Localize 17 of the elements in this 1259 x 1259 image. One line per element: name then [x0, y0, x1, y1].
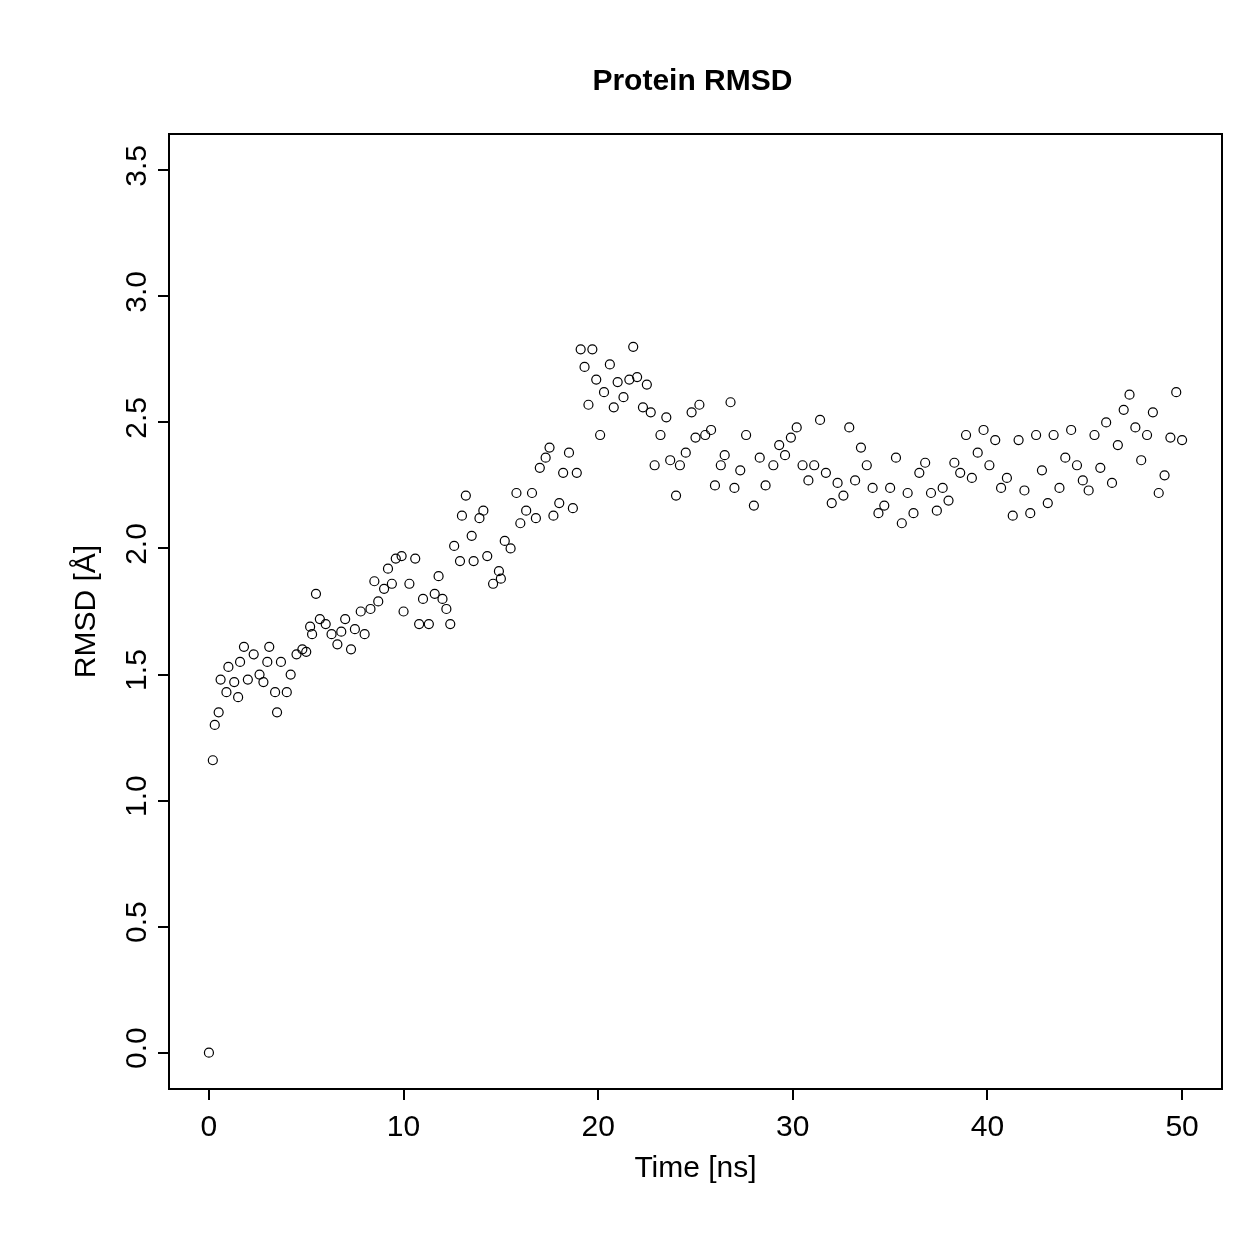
y-tick-label: 3.5	[119, 144, 152, 187]
y-tick-label: 2.0	[119, 523, 152, 565]
x-tick-label: 40	[970, 1109, 1005, 1142]
x-tick-label: 50	[1165, 1109, 1199, 1142]
y-tick-label: 1.5	[119, 649, 152, 691]
y-tick-label: 0.0	[119, 1027, 152, 1070]
y-tick-label: 1.0	[119, 775, 152, 817]
y-axis-title: RMSD [Å]	[67, 544, 101, 679]
x-tick-label: 20	[581, 1109, 615, 1142]
y-tick-label: 3.0	[119, 270, 152, 313]
y-tick-label: 0.5	[119, 901, 152, 944]
y-tick-label: 2.5	[119, 397, 152, 439]
chart-title: Protein RMSD	[592, 63, 793, 97]
x-tick-label: 30	[776, 1109, 810, 1142]
x-tick-label: 10	[386, 1109, 421, 1142]
x-axis-title: Time [ns]	[634, 1150, 757, 1183]
x-tick-label: 0	[200, 1109, 218, 1142]
